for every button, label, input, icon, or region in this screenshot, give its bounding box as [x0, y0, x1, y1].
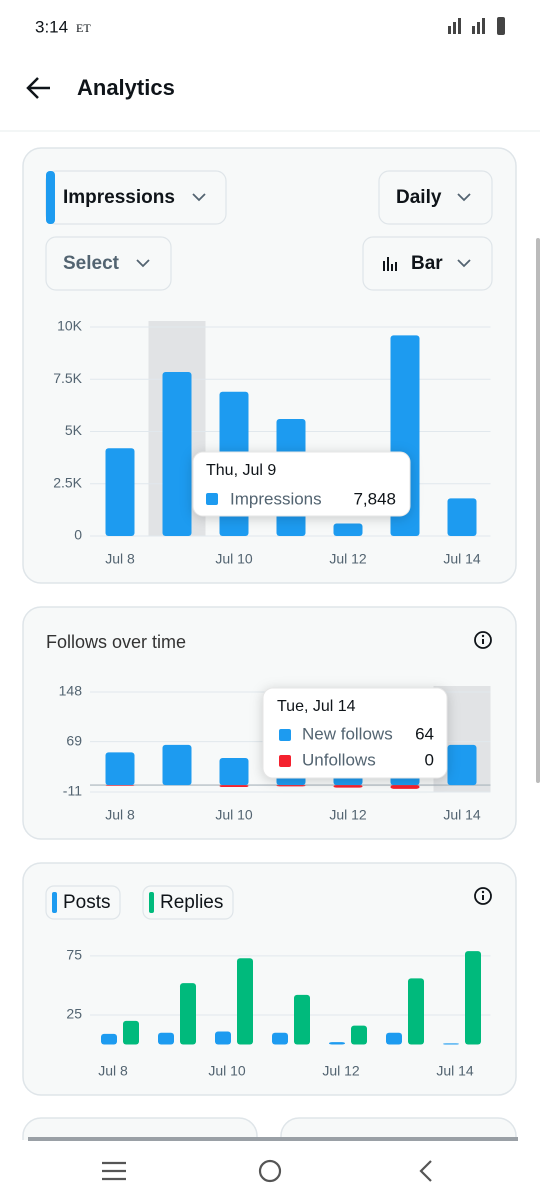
bar: [219, 785, 249, 787]
bar: [294, 994, 310, 1045]
status-carrier: ET: [76, 21, 91, 35]
bar: [390, 785, 420, 789]
x-tick-label: Jul 14: [436, 1063, 474, 1079]
y-tick-label: 10K: [57, 318, 83, 334]
tooltip-swatch: [206, 493, 218, 505]
bar: [386, 1032, 402, 1045]
chevron: [192, 193, 206, 202]
bar: [158, 1032, 174, 1045]
bar: [105, 785, 135, 786]
x-tick-label: Jul 8: [98, 1063, 128, 1079]
tooltip-title: Tue, Jul 14: [277, 698, 356, 715]
period-dropdown[interactable]: [378, 170, 493, 225]
bar: [351, 1025, 367, 1045]
y-tick-label: 75: [66, 947, 82, 963]
x-tick-label: Jul 12: [329, 551, 367, 567]
bar-icon: [383, 257, 397, 271]
tooltip-swatch: [279, 755, 291, 767]
card-title: Follows over time: [46, 632, 186, 652]
x-tick-label: Jul 10: [215, 807, 253, 823]
back-button[interactable]: [26, 77, 50, 99]
legend-swatch: [149, 892, 154, 913]
y-tick-label: 0: [74, 527, 82, 543]
period-label: Daily: [396, 187, 442, 208]
tooltip-series: New follows: [302, 724, 393, 743]
legend-chip[interactable]: [142, 885, 234, 920]
bar: [333, 523, 363, 536]
scrollbar: [536, 238, 540, 783]
bar: [162, 371, 192, 536]
status-icons: [448, 17, 505, 35]
legend-label: Posts: [63, 892, 111, 913]
legend-chip[interactable]: [45, 885, 121, 920]
tooltip: [192, 451, 411, 517]
bar: [408, 978, 424, 1045]
chart-type-dropdown[interactable]: [362, 236, 493, 291]
chevron: [457, 193, 471, 202]
tooltip-swatch: [279, 729, 291, 741]
bar: [215, 1031, 231, 1045]
metric-indicator: [46, 171, 55, 224]
bar: [443, 1043, 459, 1045]
y-tick-label: 7.5K: [53, 370, 82, 386]
compare-label: Select: [63, 253, 120, 274]
nav-home[interactable]: [258, 1159, 282, 1183]
nav-recents[interactable]: [102, 1161, 126, 1181]
bar: [329, 1042, 345, 1045]
bar: [272, 1032, 288, 1045]
bar: [237, 958, 253, 1045]
status-time: 3:14: [35, 17, 68, 36]
info-icon[interactable]: [474, 887, 492, 905]
tooltip: [262, 687, 448, 779]
tooltip-series: Impressions: [230, 489, 322, 508]
x-tick-label: Jul 8: [105, 551, 135, 567]
x-tick-label: Jul 12: [322, 1063, 360, 1079]
nav-back[interactable]: [419, 1160, 432, 1182]
x-tick-label: Jul 14: [443, 807, 481, 823]
x-tick-label: Jul 8: [105, 807, 135, 823]
info-icon[interactable]: [474, 631, 492, 649]
nav-divider: [28, 1137, 518, 1141]
bar: [447, 498, 477, 536]
y-tick-label: 69: [66, 732, 82, 748]
tooltip-title: Thu, Jul 9: [206, 462, 276, 479]
bar: [123, 1020, 139, 1045]
chevron: [457, 259, 471, 268]
bar: [276, 785, 306, 787]
tooltip-series: Unfollows: [302, 750, 376, 769]
bar: [219, 758, 249, 786]
x-tick-label: Jul 10: [215, 551, 253, 567]
legend-swatch: [52, 892, 57, 913]
tooltip-value: 7,848: [353, 489, 396, 508]
compare-dropdown[interactable]: [45, 236, 172, 291]
x-tick-label: Jul 14: [443, 551, 481, 567]
page-title: Analytics: [77, 75, 175, 100]
bar: [465, 951, 481, 1045]
y-tick-label: 148: [59, 683, 83, 699]
tooltip-value: 64: [415, 724, 434, 743]
chevron: [136, 259, 150, 268]
x-tick-label: Jul 12: [329, 807, 367, 823]
bar: [105, 752, 135, 786]
y-tick-label: 2.5K: [53, 474, 82, 490]
nav-bar: [0, 1140, 540, 1200]
y-tick-label: 25: [66, 1006, 82, 1022]
bar: [101, 1033, 117, 1045]
bar: [333, 785, 363, 788]
bar: [105, 448, 135, 536]
y-tick-label: 5K: [65, 422, 83, 438]
bar: [180, 983, 196, 1045]
tooltip-value: 0: [425, 750, 434, 769]
bar: [447, 744, 477, 786]
chart-type-label: Bar: [411, 253, 443, 274]
bar: [162, 744, 192, 786]
y-tick-label: -11: [63, 783, 82, 799]
metric-label: Impressions: [63, 187, 175, 208]
x-tick-label: Jul 10: [208, 1063, 246, 1079]
legend-label: Replies: [160, 892, 223, 913]
